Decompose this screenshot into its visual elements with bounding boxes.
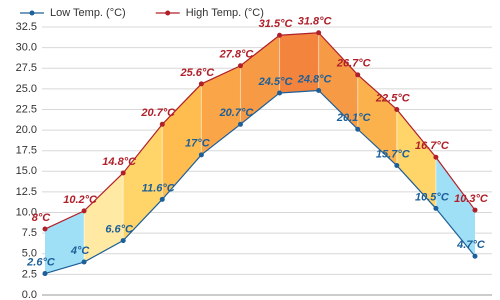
value-label: 4.7°C (456, 239, 486, 251)
value-label: 8°C (32, 212, 52, 224)
point (433, 154, 439, 160)
value-label: 10.5°C (415, 191, 450, 203)
value-label: 6.6°C (105, 223, 134, 235)
legend-label: Low Temp. (°C) (50, 7, 126, 19)
range-band (123, 124, 163, 241)
value-label: 16.7°C (415, 140, 450, 152)
value-label: 24.8°C (297, 73, 333, 85)
value-label: 24.5°C (258, 76, 294, 88)
point (120, 170, 126, 176)
point (472, 253, 478, 259)
point (42, 226, 48, 232)
value-label: 20.1°C (336, 112, 372, 124)
value-label: 31.8°C (298, 16, 333, 28)
point (355, 126, 361, 132)
legend-label: High Temp. (°C) (186, 7, 264, 19)
y-tick-label: 15.0 (16, 165, 37, 177)
value-label: 20.7°C (219, 107, 255, 119)
value-label: 22.5°C (375, 92, 411, 104)
point (355, 72, 361, 78)
point (472, 207, 478, 213)
legend-marker (29, 10, 35, 16)
point (277, 90, 283, 96)
point (237, 121, 243, 127)
series-line (44, 89, 476, 275)
y-tick-label: 7.5 (22, 227, 37, 239)
legend-marker (165, 10, 171, 16)
point (159, 196, 165, 202)
point (159, 121, 165, 127)
range-band (240, 35, 280, 125)
value-label: 27.8°C (219, 49, 255, 61)
value-label: 14.8°C (102, 156, 137, 168)
y-tick-label: 2.5 (22, 268, 37, 280)
value-label: 4°C (70, 245, 91, 257)
y-tick-label: 12.5 (16, 186, 37, 198)
point (81, 259, 87, 265)
point (237, 63, 243, 69)
y-tick-label: 20.0 (16, 124, 37, 136)
value-label: 17°C (185, 138, 211, 150)
y-tick-label: 30.0 (16, 42, 37, 54)
point (316, 30, 322, 36)
y-tick-label: 5.0 (22, 248, 37, 260)
value-label: 25.6°C (179, 67, 215, 79)
range-band (201, 65, 241, 155)
range-band (84, 172, 124, 263)
y-tick-label: 25.0 (16, 83, 37, 95)
range-band (396, 109, 436, 209)
y-tick-label: 0.0 (22, 289, 37, 300)
range-band (318, 32, 358, 130)
y-tick-label: 22.5 (16, 103, 37, 115)
value-label: 31.5°C (259, 18, 294, 30)
point (81, 208, 87, 214)
value-label: 11.6°C (142, 182, 176, 194)
y-tick-label: 10.0 (16, 206, 37, 218)
point (42, 271, 48, 277)
point (198, 81, 204, 87)
point (198, 152, 204, 158)
point (394, 106, 400, 112)
value-label: 20.7°C (140, 107, 176, 119)
point (316, 87, 322, 93)
point (120, 238, 126, 244)
value-label: 10.2°C (63, 194, 98, 206)
range-band (162, 83, 202, 200)
value-label: 2.6°C (26, 256, 56, 268)
y-tick-label: 17.5 (16, 145, 37, 157)
range-band (279, 32, 319, 93)
point (433, 205, 439, 211)
y-tick-label: 32.5 (16, 21, 37, 33)
value-label: 26.7°C (336, 58, 372, 70)
y-tick-label: 27.5 (16, 62, 37, 74)
range-band (435, 157, 475, 257)
series-line (44, 32, 476, 230)
range-band (45, 210, 85, 274)
point (277, 32, 283, 38)
value-label: 15.7°C (376, 148, 411, 160)
range-band (357, 74, 397, 166)
value-label: 10.3°C (454, 193, 489, 205)
point (394, 163, 400, 169)
